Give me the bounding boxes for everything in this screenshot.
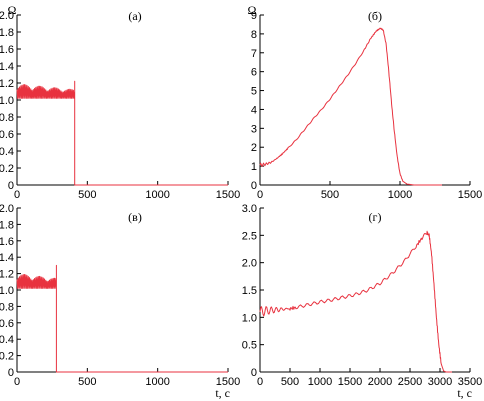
panel-a: 0 0.2 0.4 0.6 0.8 1.0 1.2 1.4 1.6 1.8 2.0 0 500 1000 1… [0, 3, 240, 201]
panel-title: (в) [128, 210, 142, 224]
x-tick-label: 0 [14, 376, 20, 388]
x-tick-label: 500 [281, 376, 299, 388]
y-tick-label: 1.0 [0, 95, 14, 107]
y-tick-label: 1.5 [242, 285, 257, 297]
y-tick-label: 2.0 [0, 10, 14, 22]
y-tick-label: 1.2 [0, 269, 14, 281]
y-tick-label: 0.8 [0, 112, 14, 124]
y-tick-label: 3 [251, 123, 257, 135]
y-tick-label: 0 [8, 367, 14, 379]
x-tick-label: 1000 [388, 189, 412, 201]
y-tick-label: 5 [251, 86, 257, 98]
y-tick-label: 0 [251, 180, 257, 192]
x-tick-label: 1000 [145, 189, 169, 201]
y-tick-label: 2.5 [242, 230, 257, 242]
x-tick-label: 0 [14, 189, 20, 201]
y-tick-label: 6 [251, 67, 257, 79]
x-tick-label: 500 [78, 376, 96, 388]
y-tick-label: 9 [251, 10, 257, 22]
panel-b: 0 1 2 3 4 5 6 7 8 9 0 500 1000 1500 (б) Ω [248, 3, 483, 201]
x-tick-label: 3000 [428, 376, 452, 388]
panel-title: (б) [368, 9, 382, 23]
y-tick-label: 0.4 [0, 334, 14, 346]
panel-v: 0 0.2 0.4 0.6 0.8 1.0 1.2 1.4 1.6 1.8 2.0 0 500 1000 1… [0, 203, 240, 400]
y-tick-label: 4 [251, 104, 257, 116]
y-tick-label: 1.6 [0, 44, 14, 56]
x-tick-label: 2500 [398, 376, 422, 388]
y-tick-label: 0.6 [0, 129, 14, 141]
y-tick-label: 3.0 [242, 203, 257, 215]
x-tick-label: 1000 [145, 376, 169, 388]
x-tick-label: 2000 [368, 376, 392, 388]
x-tick-label: 500 [78, 189, 96, 201]
x-tick-label: 500 [321, 189, 339, 201]
y-tick-label: 2.0 [242, 258, 257, 270]
y-tick-label: 1.0 [242, 312, 257, 324]
x-tick-label: 1500 [458, 189, 482, 201]
panel-title: (г) [369, 210, 382, 224]
y-tick-label: 1.4 [0, 61, 14, 73]
y-tick-label: 1.2 [0, 78, 14, 90]
y-tick-label: 0.4 [0, 146, 14, 158]
x-tick-label: 1000 [308, 376, 332, 388]
y-tick-label: 1 [251, 161, 257, 173]
x-tick-label: 0 [257, 189, 263, 201]
panel-title: (а) [128, 9, 141, 23]
y-axis-label: Ω [248, 3, 257, 17]
series-line [16, 264, 228, 373]
y-tick-label: 0 [251, 367, 257, 379]
y-tick-label: 0.2 [0, 163, 14, 175]
y-tick-label: 7 [251, 48, 257, 60]
y-tick-label: 2 [251, 142, 257, 154]
x-tick-label: 1500 [216, 189, 240, 201]
series-line [16, 80, 228, 186]
panel-g: 0 0.5 1.0 1.5 2.0 2.5 3.0 0 500 1000 1500 2000 2500 3… [242, 203, 483, 400]
y-tick-label: 1.0 [0, 285, 14, 297]
y-tick-label: 0 [8, 180, 14, 192]
y-tick-label: 0.8 [0, 301, 14, 313]
y-tick-label: 8 [251, 29, 257, 41]
x-tick-label: 1500 [338, 376, 362, 388]
y-axis-label: Ω [8, 3, 17, 17]
y-tick-label: 1.8 [0, 27, 14, 39]
series-line [259, 230, 452, 373]
y-tick-label: 0.5 [242, 340, 257, 352]
x-tick-label: 1500 [216, 376, 240, 388]
series-line [259, 27, 442, 186]
x-tick-label: 0 [257, 376, 263, 388]
y-tick-label: 0.6 [0, 318, 14, 330]
y-tick-label: 1.4 [0, 252, 14, 264]
x-axis-label: t, c [215, 386, 230, 400]
x-axis-label: t, c [457, 386, 472, 400]
y-tick-label: 0.2 [0, 351, 14, 363]
x-tick-label: 3500 [458, 376, 482, 388]
y-tick-label: 1.8 [0, 219, 14, 231]
y-tick-label: 1.6 [0, 236, 14, 248]
y-tick-label: 2.0 [0, 203, 14, 215]
